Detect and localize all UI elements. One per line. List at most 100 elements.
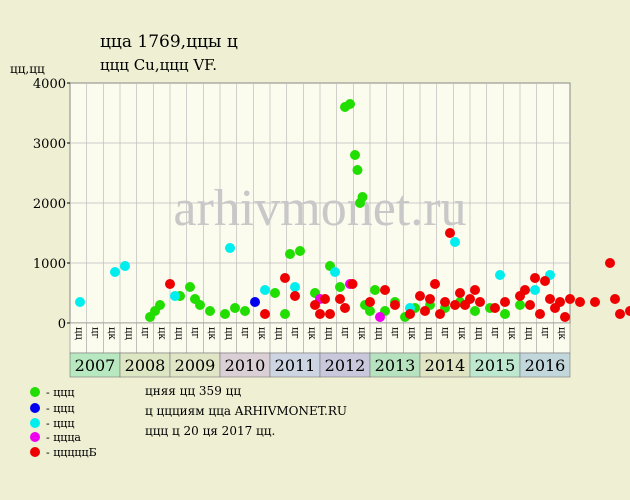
data-point-cyan [260, 285, 270, 295]
data-point-green [470, 306, 480, 316]
data-point-green [370, 285, 380, 295]
data-point-red [565, 294, 575, 304]
data-point-green [155, 300, 165, 310]
data-point-red [560, 312, 570, 322]
data-point-red [347, 279, 358, 289]
data-point-green [220, 309, 230, 319]
quarter-label: цц [423, 327, 434, 340]
data-point-cyan [170, 291, 180, 301]
data-point-green [240, 306, 250, 316]
legend-item: - ццц [30, 401, 74, 415]
quarter-label: цк [156, 327, 167, 340]
data-point-red [545, 294, 555, 304]
data-point-cyan [450, 237, 460, 247]
quarter-label: цк [506, 327, 517, 340]
quarter-label: цк [206, 327, 217, 340]
legend-dot-green [30, 387, 40, 397]
quarter-label: цк [406, 327, 417, 340]
data-point-green [280, 309, 290, 319]
data-point-red [390, 300, 400, 310]
data-point-cyan [120, 261, 130, 271]
legend-label: - цццццБ [46, 445, 97, 459]
chart-title: ццa 1769,ццы ц [100, 32, 238, 52]
data-point-cyan [110, 267, 120, 277]
data-point-green [185, 282, 195, 292]
data-point-green [230, 303, 240, 313]
data-point-green [350, 150, 360, 160]
year-cell [219, 352, 271, 378]
data-point-red [325, 309, 335, 319]
data-point-cyan [225, 243, 235, 253]
data-point-green [270, 288, 280, 298]
data-point-red [450, 300, 460, 310]
info-date: ццц ц 20 ця 2017 цц. [145, 424, 276, 438]
quarter-label: цк [556, 327, 567, 340]
quarter-label: цг [490, 327, 501, 339]
quarter-label: цг [90, 327, 101, 339]
data-point-magenta [375, 312, 385, 322]
y-tick-label: 0 [58, 317, 66, 332]
info-source: ц ццциям цца ARHIVMONET.RU [145, 404, 347, 418]
legend-dot-blue [30, 403, 40, 413]
data-point-red [260, 309, 270, 319]
info-count: цняя цц 359 цц [145, 384, 242, 398]
y-tick-label: 2000 [33, 197, 66, 212]
data-point-red [420, 306, 430, 316]
data-point-red [290, 291, 300, 301]
data-point-red [590, 297, 600, 307]
chart-subtitle: ццц Cu,ццц VF. [100, 56, 217, 74]
quarter-label: цк [306, 327, 317, 340]
quarter-label: цг [440, 327, 451, 339]
year-cell [69, 352, 121, 378]
data-point-blue [250, 297, 260, 307]
legend-item: - цццццБ [30, 445, 97, 459]
year-label: 2012 [325, 356, 366, 375]
data-point-red [605, 258, 615, 268]
grid [70, 83, 570, 323]
quarter-label: цк [256, 327, 267, 340]
year-label: 2007 [75, 356, 116, 375]
year-cell [319, 352, 371, 378]
data-point-red [470, 285, 480, 295]
data-point-red [465, 294, 475, 304]
legend-dot-cyan [30, 418, 40, 428]
legend-item: - ццц [30, 385, 74, 399]
data-point-red [525, 300, 535, 310]
data-point-red [430, 279, 440, 289]
data-points [75, 99, 630, 322]
data-point-red [315, 309, 325, 319]
data-point-red [320, 294, 330, 304]
data-point-red [555, 297, 565, 307]
y-axis: 0 1000 2000 3000 4000 [33, 77, 70, 332]
quarter-label: цц [523, 327, 534, 340]
data-point-red [540, 276, 550, 286]
quarter-label: цк [456, 327, 467, 340]
quarter-labels: цц цг цк цц цг цк цц цг цк цц цг цк цц цг цк цц цг цк цц цг… [69, 322, 571, 354]
data-point-green [295, 246, 305, 256]
data-point-green [365, 306, 375, 316]
data-point-red [490, 303, 500, 313]
data-point-red [310, 300, 320, 310]
data-point-red [610, 294, 620, 304]
data-point-red [425, 294, 435, 304]
data-point-red [475, 297, 485, 307]
data-point-red [415, 291, 425, 301]
data-point-red [365, 297, 375, 307]
legend-dot-magenta [30, 432, 40, 442]
data-point-red [615, 309, 625, 319]
data-point-green [352, 165, 363, 175]
year-cell [119, 352, 171, 378]
quarter-label: цк [106, 327, 117, 340]
data-point-red [340, 303, 350, 313]
legend-label: - ццца [46, 430, 81, 444]
quarter-label: цк [356, 327, 367, 340]
year-label: 2013 [375, 356, 416, 375]
year-cell [469, 352, 521, 378]
data-point-green [357, 192, 368, 202]
quarter-label: цг [240, 327, 251, 339]
data-point-green [345, 99, 355, 109]
y-tick-label: 3000 [33, 137, 66, 152]
data-point-red [435, 309, 445, 319]
data-point-red [530, 273, 540, 283]
data-point-cyan [75, 297, 85, 307]
